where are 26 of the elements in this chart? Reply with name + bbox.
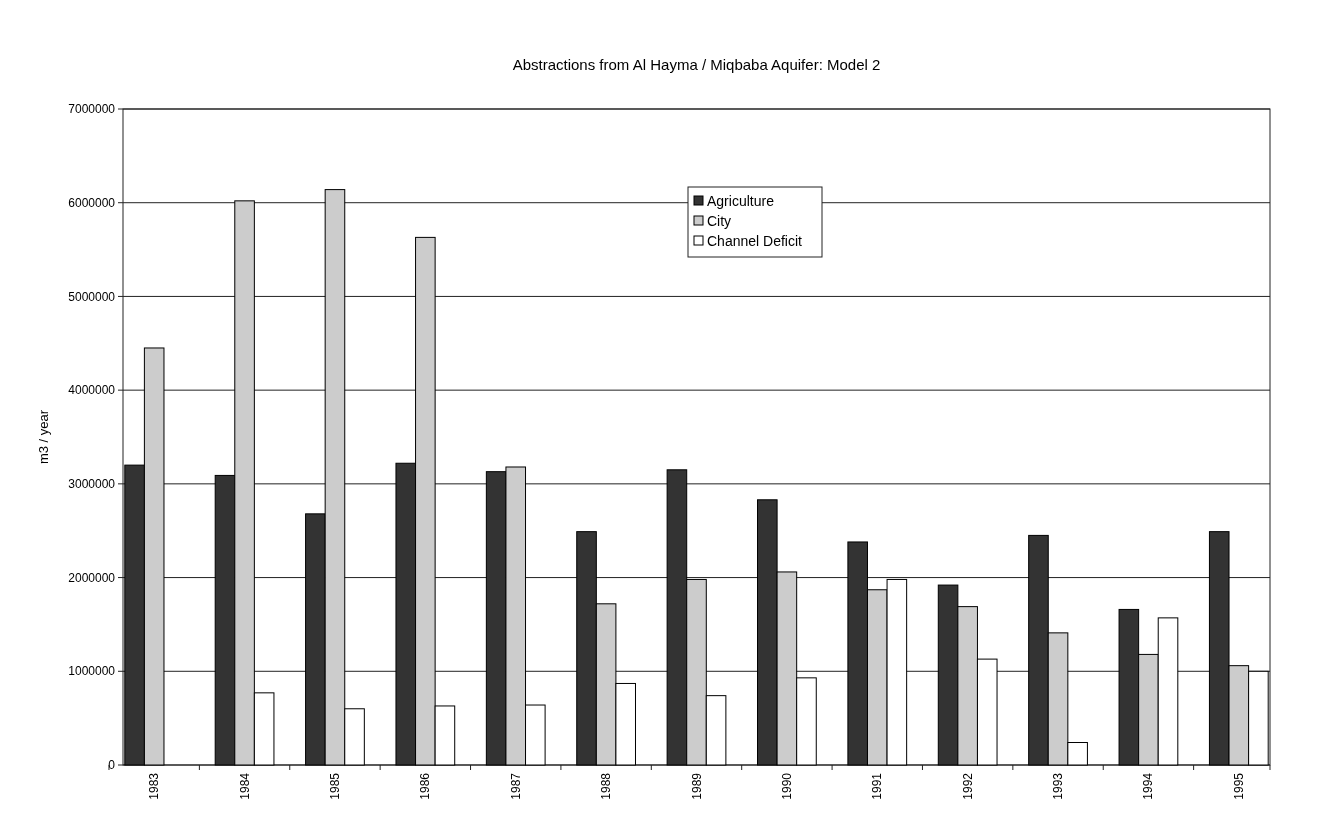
y-tick-label: 4000000 xyxy=(68,383,116,398)
x-tick-label: 1987 xyxy=(508,772,523,800)
y-tick-label: 1000000 xyxy=(68,664,116,679)
y-tick-label: 2000000 xyxy=(68,570,116,585)
chart-title: Abstractions from Al Hayma / Miqbaba Aquifer: Model 2 xyxy=(512,56,881,73)
y-tick-label: 6000000 xyxy=(68,195,116,210)
x-tick-label: 1991 xyxy=(870,772,885,800)
x-tick-label: 1993 xyxy=(1051,772,1066,800)
y-tick-label: 0 xyxy=(108,758,116,773)
y-tick-label: 7000000 xyxy=(68,102,116,117)
x-tick-label: 1989 xyxy=(689,772,704,800)
legend-label: Channel Deficit xyxy=(707,232,803,249)
legend-label: City xyxy=(707,212,732,229)
y-tick-label: 3000000 xyxy=(68,477,116,492)
x-tick-label: 1985 xyxy=(327,772,342,800)
x-tick-label: 1994 xyxy=(1141,772,1156,800)
x-tick-label: 1983 xyxy=(147,772,162,800)
x-tick-label: 1992 xyxy=(960,772,975,800)
x-tick-label: 1990 xyxy=(779,772,794,800)
x-tick-label: 1984 xyxy=(237,772,252,800)
y-tick-label: 5000000 xyxy=(68,289,116,304)
x-tick-label: 1986 xyxy=(418,772,433,800)
legend-label: Agriculture xyxy=(707,192,775,209)
x-tick-label: 1988 xyxy=(599,772,614,800)
x-tick-label: 1995 xyxy=(1231,772,1246,800)
y-axis-title: m3 / year xyxy=(36,409,51,465)
